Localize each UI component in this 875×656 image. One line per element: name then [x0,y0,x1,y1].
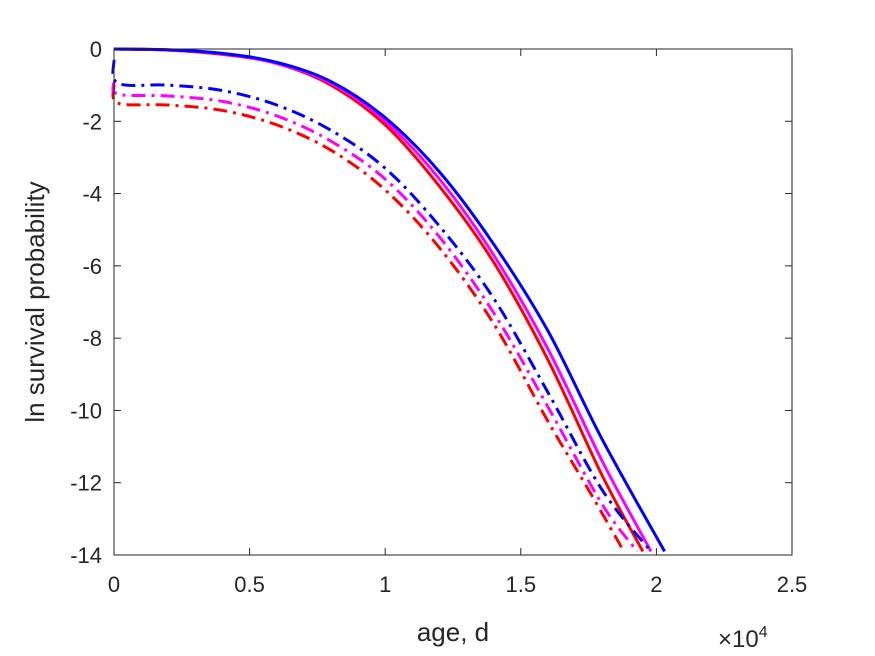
x-tick-label: 1.5 [506,572,537,597]
x-tick-label: 0.5 [234,572,265,597]
x-axis-ticks: 0 0.5 1 1.5 2 2.5 [108,49,807,597]
plot-area [114,49,792,555]
y-axis-ticks: 0 -2 -4 -6 -8 -10 -12 -14 [70,37,792,568]
x-axis-label: age, d [417,617,489,647]
y-tick-label: -12 [70,471,102,496]
x-tick-label: 1 [379,572,391,597]
y-tick-label: -4 [82,182,102,207]
y-tick-label: 0 [90,37,102,62]
y-tick-label: -14 [70,543,102,568]
y-tick-label: -8 [82,326,102,351]
x-tick-label: 2 [650,572,662,597]
series-layer [111,47,666,553]
x-axis-multiplier: ×104 [718,624,768,653]
series-line-5 [111,81,639,553]
series-line-4 [111,84,626,553]
y-tick-label: -10 [70,398,102,423]
x-tick-label: 2.5 [777,572,808,597]
series-line-6 [111,59,653,553]
x-axis-multiplier-exponent: 4 [759,624,768,641]
y-axis-label: ln survival probability [20,181,50,422]
x-axis-multiplier-base: ×10 [718,626,759,653]
x-tick-label: 0 [108,572,120,597]
y-tick-label: -2 [82,109,102,134]
series-line-3 [113,47,666,553]
axes-box [113,48,793,556]
y-tick-label: -6 [82,254,102,279]
